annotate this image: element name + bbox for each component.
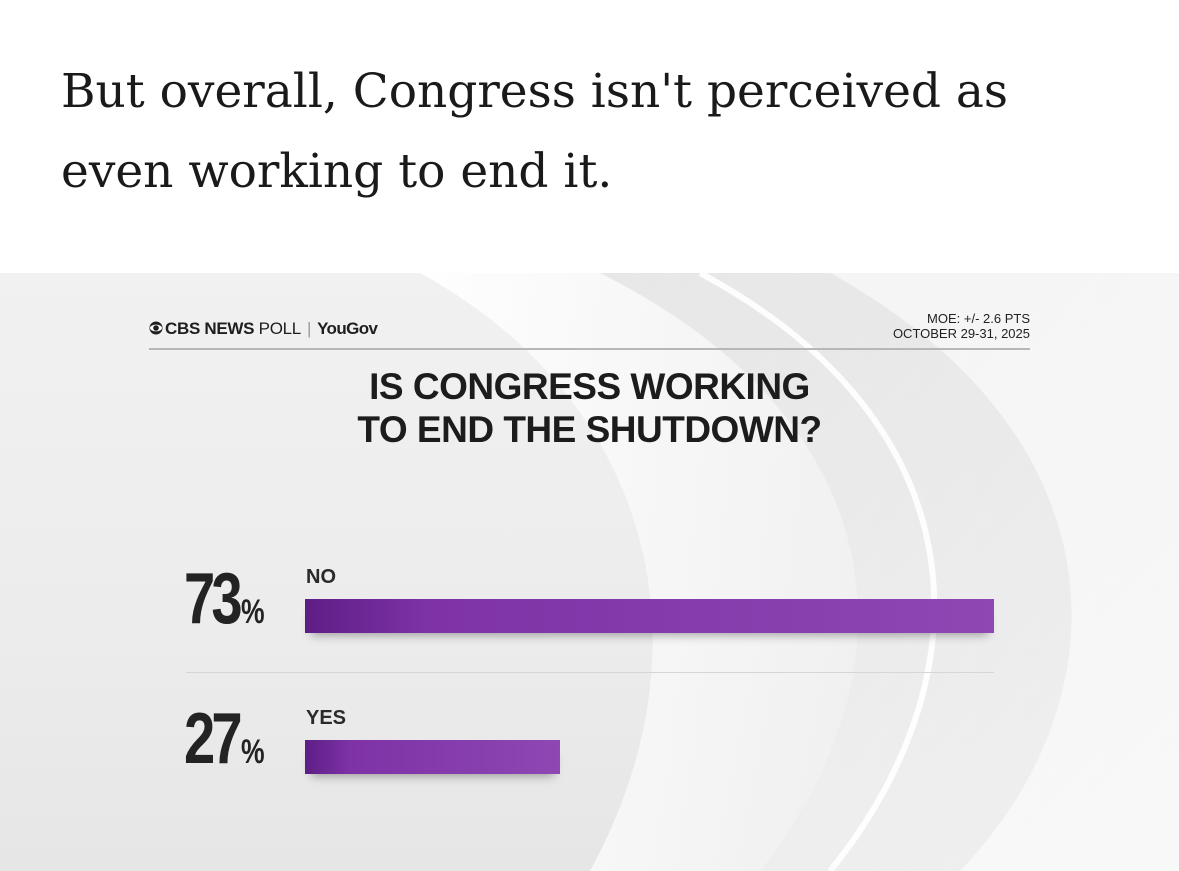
poll-label: POLL <box>258 319 302 338</box>
header-rule <box>149 348 1030 350</box>
category-label-yes: YES <box>306 707 347 729</box>
chart-title-line: TO END THE SHUTDOWN? <box>357 409 822 450</box>
poll-dates: OCTOBER 29-31, 2025 <box>892 326 1030 341</box>
value-label-yes: 27% <box>184 703 265 788</box>
cbs-news-label: CBS NEWS <box>165 319 255 338</box>
chart-title: IS CONGRESS WORKING TO END THE SHUTDOWN? <box>0 365 1179 451</box>
chart-title-line: IS CONGRESS WORKING <box>369 366 810 407</box>
poll-graphic: CBS NEWS POLL | YouGov MOE: +/- 2.6 PTS OC… <box>0 273 1179 871</box>
category-label-no: NO <box>306 566 336 588</box>
bar-no <box>305 599 994 633</box>
cbs-news-poll-logo: CBS NEWS POLL | YouGov <box>149 319 378 339</box>
percent-sign: % <box>241 733 265 771</box>
percent-sign: % <box>241 593 265 631</box>
bar-yes <box>305 740 560 774</box>
row-divider <box>186 672 994 673</box>
brand-separator: | <box>306 319 312 338</box>
cbs-eye-icon <box>149 321 163 335</box>
article-paragraph: But overall, Congress isn't perceived as… <box>61 64 1009 199</box>
background-arcs <box>420 273 1179 871</box>
value-label-no: 73% <box>184 563 265 648</box>
value-number: 73 <box>184 559 243 639</box>
yougov-label: YouGov <box>317 319 378 338</box>
margin-of-error: MOE: +/- 2.6 PTS <box>927 311 1030 326</box>
value-number: 27 <box>184 699 243 779</box>
poll-meta: MOE: +/- 2.6 PTS OCTOBER 29-31, 2025 <box>893 311 1030 341</box>
